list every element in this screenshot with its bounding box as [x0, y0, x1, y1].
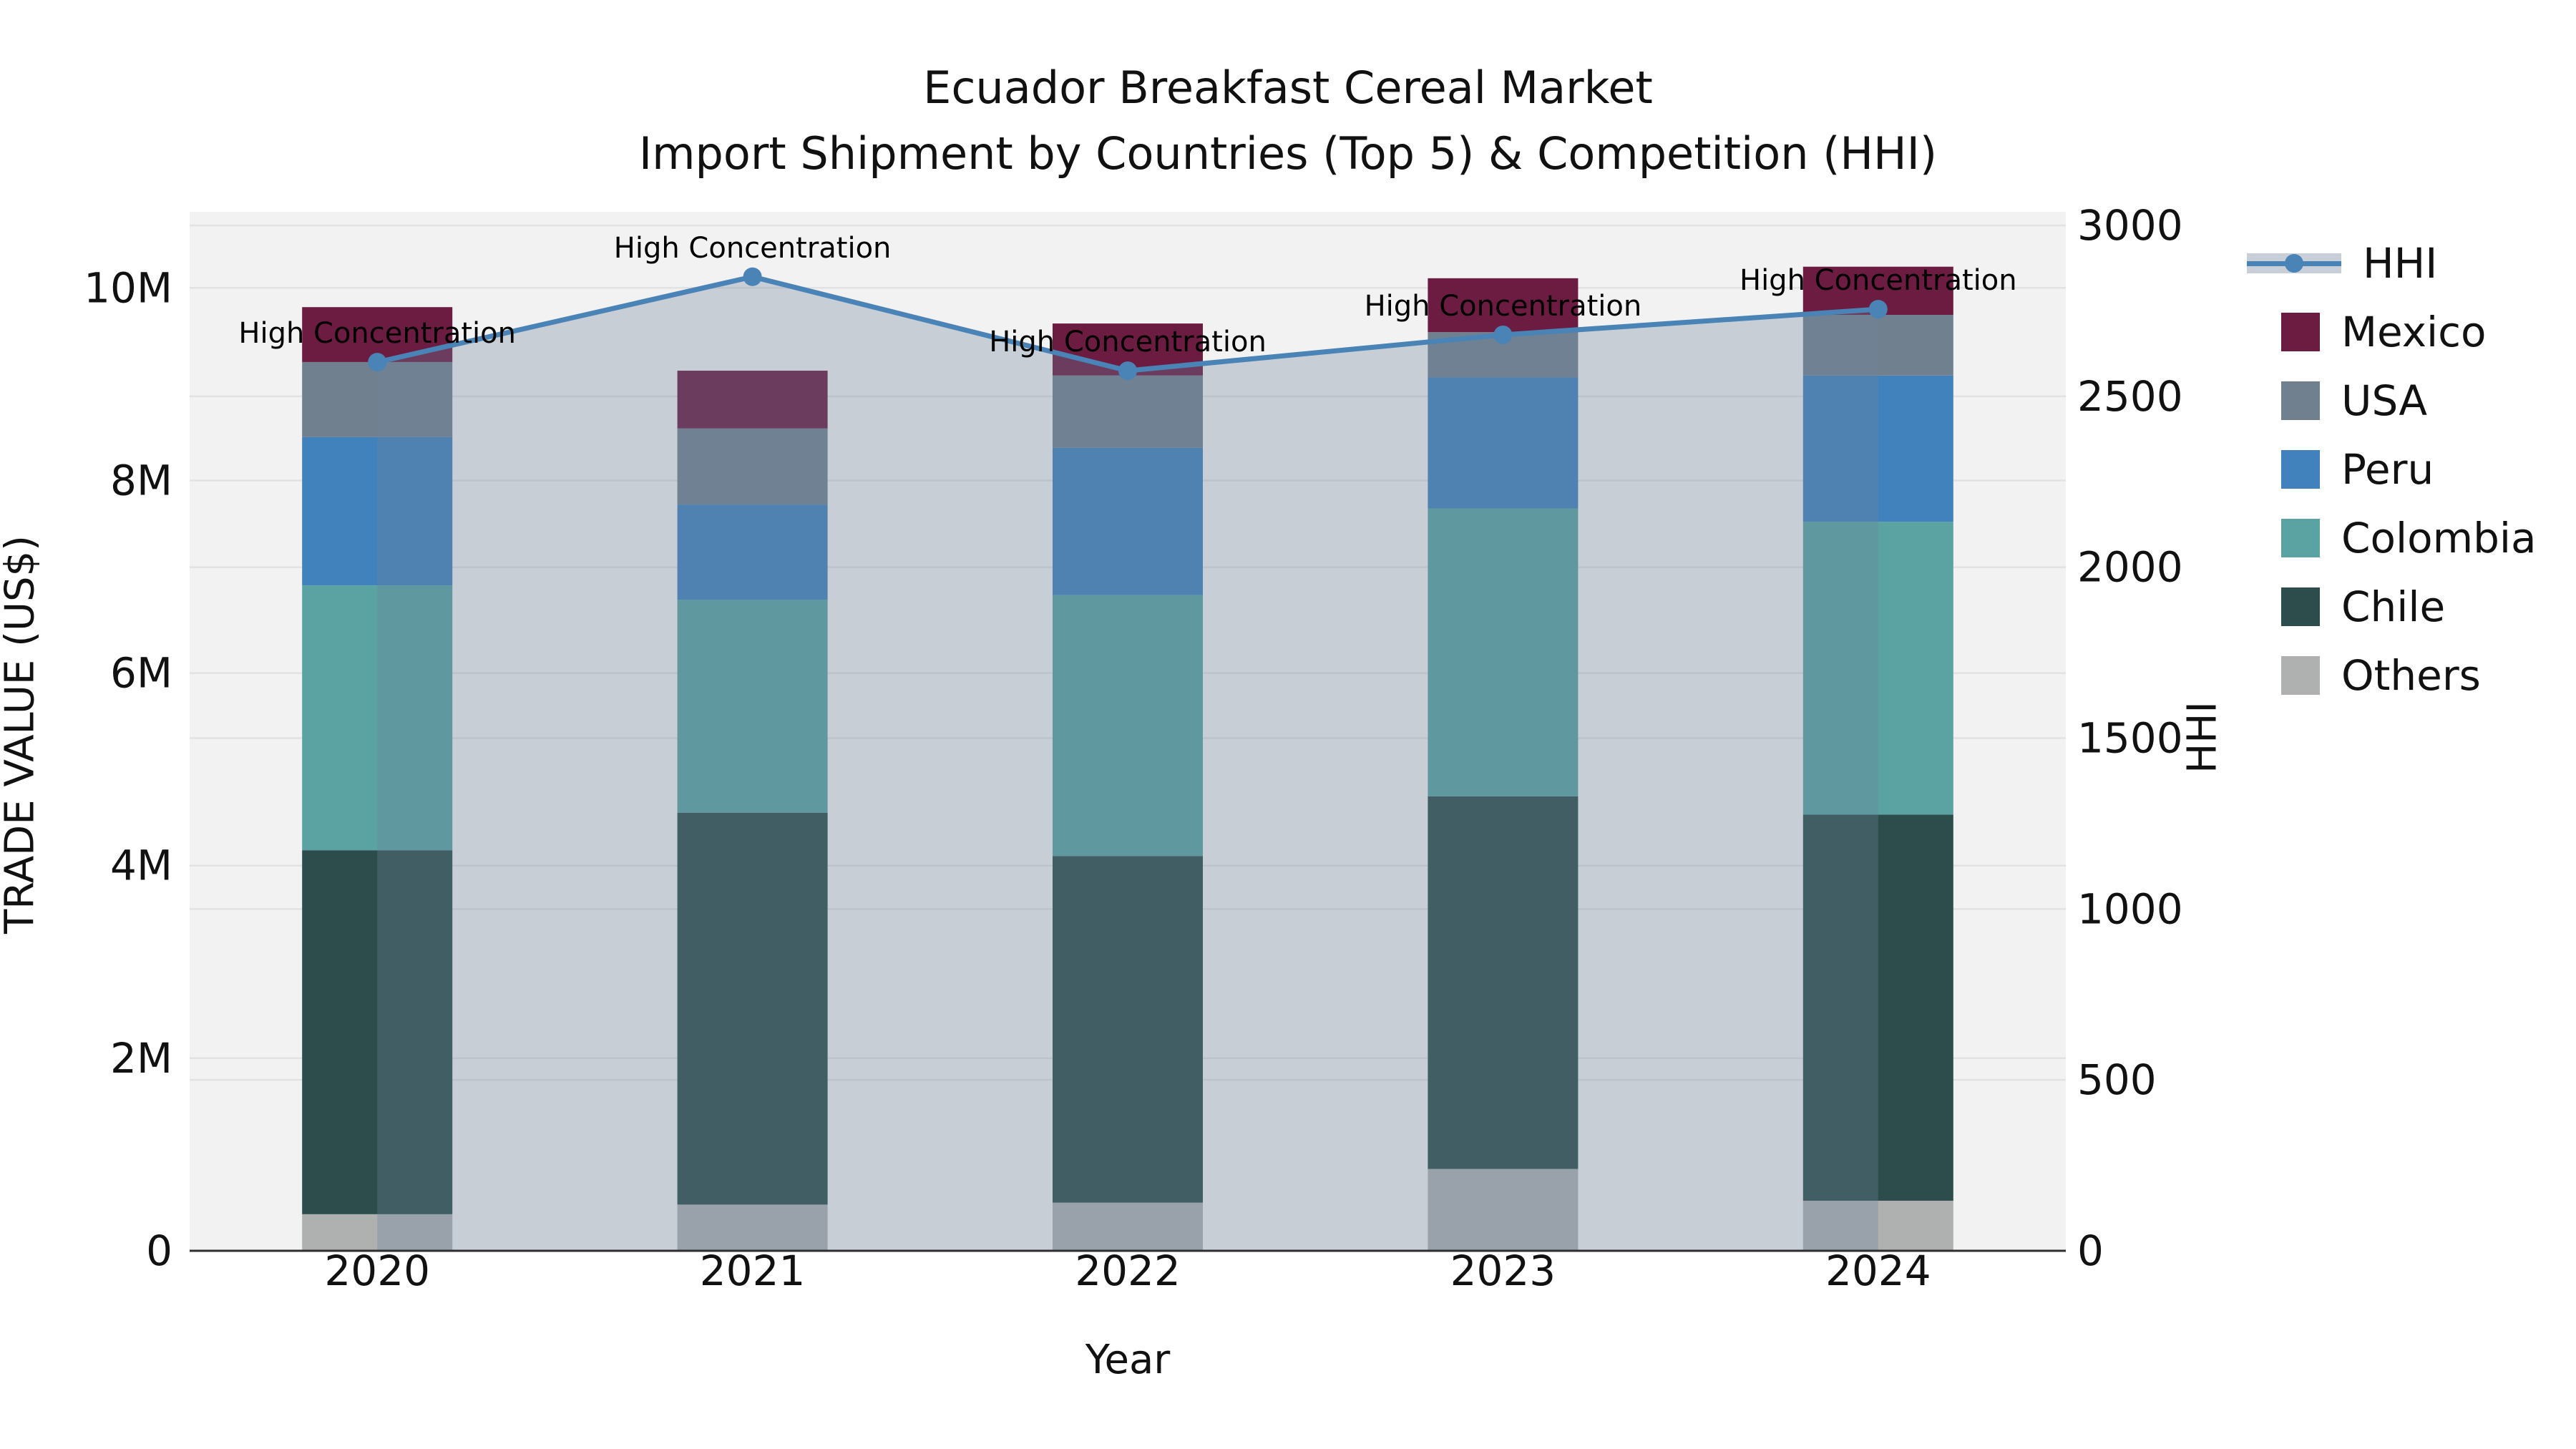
- bar-segment-peru-2020: [302, 436, 453, 586]
- hhi-marker-2022: [1118, 361, 1137, 381]
- legend-item-colombia: Colombia: [2247, 504, 2576, 572]
- bar-segment-others-2021: [677, 1204, 828, 1251]
- y-left-tick-8M: 8M: [110, 456, 172, 504]
- legend-item-peru: Peru: [2247, 435, 2576, 504]
- x-axis-title: Year: [1085, 1337, 1171, 1383]
- bar-segment-usa-2021: [677, 428, 828, 505]
- y-axis-left-title: TRADE VALUE (US$): [0, 535, 44, 934]
- y-right-tick-2000: 2000: [2077, 543, 2183, 592]
- bar-segment-chile-2020: [302, 850, 453, 1214]
- annotation-2024: High Concentration: [1740, 264, 2017, 297]
- y-right-tick-1000: 1000: [2077, 884, 2183, 933]
- bar-segment-colombia-2020: [302, 585, 453, 851]
- legend-item-others: Others: [2247, 641, 2576, 710]
- legend-item-usa: USA: [2247, 366, 2576, 435]
- legend-swatch-colombia: [2281, 519, 2320, 557]
- bar-segment-peru-2024: [1802, 375, 1953, 522]
- legend-label-others: Others: [2341, 651, 2481, 700]
- annotation-2020: High Concentration: [238, 317, 516, 350]
- bar-segment-colombia-2024: [1802, 522, 1953, 815]
- x-tick-2024: 2024: [1825, 1246, 1931, 1295]
- bar-segment-others-2020: [302, 1214, 453, 1251]
- chart-subtitle: Import Shipment by Countries (Top 5) & C…: [638, 127, 1938, 180]
- bar-segment-others-2023: [1428, 1169, 1579, 1251]
- bar-segment-peru-2022: [1053, 447, 1203, 595]
- legend-label-hhi: HHI: [2363, 239, 2438, 288]
- bar-segment-colombia-2021: [677, 600, 828, 813]
- bar-segment-chile-2022: [1053, 856, 1203, 1203]
- bar-segment-others-2024: [1802, 1201, 1953, 1251]
- y-left-tick-2M: 2M: [110, 1034, 172, 1083]
- bar-segment-usa-2024: [1802, 314, 1953, 376]
- x-tick-2020: 2020: [324, 1246, 430, 1295]
- legend-swatch-mexico: [2281, 313, 2320, 351]
- legend-swatch-others: [2281, 656, 2320, 695]
- legend-item-chile: Chile: [2247, 572, 2576, 641]
- annotation-2023: High Concentration: [1365, 290, 1642, 323]
- bar-segment-others-2022: [1053, 1202, 1203, 1251]
- hhi-line-legend-icon: [2247, 244, 2341, 283]
- x-tick-2021: 2021: [700, 1246, 806, 1295]
- y-left-tick-4M: 4M: [110, 841, 172, 890]
- bar-segment-chile-2024: [1802, 814, 1953, 1201]
- legend-swatch-peru: [2281, 450, 2320, 489]
- y-left-tick-6M: 6M: [110, 649, 172, 698]
- legend-label-peru: Peru: [2341, 445, 2434, 494]
- hhi-marker-2021: [743, 267, 762, 286]
- y-right-tick-2500: 2500: [2077, 372, 2183, 421]
- annotation-2021: High Concentration: [614, 232, 892, 265]
- legend-label-mexico: Mexico: [2341, 308, 2487, 356]
- hhi-area-fill: [377, 276, 1878, 1251]
- bar-segment-peru-2023: [1428, 377, 1579, 509]
- bar-segment-peru-2021: [677, 504, 828, 600]
- y-axis-right-title: HHI: [2179, 701, 2226, 774]
- legend-label-usa: USA: [2341, 376, 2428, 425]
- legend-swatch-usa: [2281, 381, 2320, 420]
- y-left-tick-10M: 10M: [84, 263, 172, 312]
- x-tick-2022: 2022: [1075, 1246, 1181, 1295]
- chart-legend: HHI Mexico USA Peru Colombia Chile Others: [2247, 229, 2576, 710]
- y-right-tick-500: 500: [2077, 1055, 2157, 1104]
- legend-item-mexico: Mexico: [2247, 298, 2576, 366]
- legend-label-chile: Chile: [2341, 582, 2446, 631]
- y-right-tick-3000: 3000: [2077, 201, 2183, 250]
- y-right-tick-1500: 1500: [2077, 714, 2183, 763]
- bar-segment-mexico-2023: [1428, 278, 1579, 333]
- y-left-tick-0: 0: [146, 1226, 172, 1275]
- bar-segment-colombia-2023: [1428, 508, 1579, 796]
- legend-swatch-chile: [2281, 587, 2320, 626]
- hhi-marker-2020: [368, 353, 387, 372]
- bar-segment-usa-2020: [302, 361, 453, 437]
- bar-segment-chile-2023: [1428, 796, 1579, 1169]
- chart-title: Ecuador Breakfast Cereal Market: [923, 62, 1653, 114]
- legend-item-hhi: HHI: [2247, 229, 2576, 298]
- bar-segment-chile-2021: [677, 812, 828, 1205]
- annotation-2022: High Concentration: [989, 326, 1267, 358]
- bar-segment-mexico-2021: [677, 371, 828, 429]
- hhi-marker-2024: [1868, 300, 1888, 319]
- hhi-marker-2023: [1493, 325, 1513, 344]
- bar-segment-usa-2022: [1053, 375, 1203, 448]
- bar-segment-colombia-2022: [1053, 595, 1203, 857]
- legend-label-colombia: Colombia: [2341, 514, 2537, 562]
- y-right-tick-0: 0: [2077, 1226, 2104, 1275]
- x-tick-2023: 2023: [1450, 1246, 1556, 1295]
